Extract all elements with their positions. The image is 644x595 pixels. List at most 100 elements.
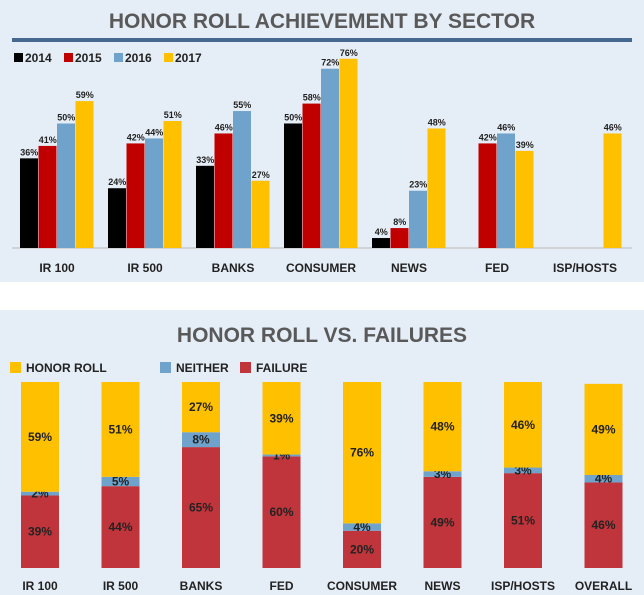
x-tick-label: IR 500 xyxy=(103,579,139,593)
data-label: 59% xyxy=(76,90,94,100)
bar-segment xyxy=(504,382,542,468)
bar xyxy=(251,180,270,248)
data-label: 44% xyxy=(145,127,163,137)
legend-label: HONOR ROLL xyxy=(26,361,107,375)
data-label: 44% xyxy=(108,520,132,534)
data-label: 58% xyxy=(303,93,321,103)
bar-segment xyxy=(504,467,542,474)
bar xyxy=(75,101,94,248)
bar xyxy=(302,103,321,248)
bar-segment xyxy=(584,383,623,475)
x-tick-label: ISP/HOSTS xyxy=(491,579,555,593)
bar xyxy=(57,123,75,248)
x-tick-label: ISP/HOSTS xyxy=(553,261,617,275)
data-label: 46% xyxy=(497,122,515,132)
bar xyxy=(321,68,339,248)
legend-swatch xyxy=(64,53,73,62)
data-label: 60% xyxy=(269,505,293,519)
data-label: 76% xyxy=(350,446,374,460)
data-label: 51% xyxy=(108,422,132,436)
bar-segment xyxy=(101,476,140,487)
bar xyxy=(214,133,233,248)
data-label: 46% xyxy=(215,122,233,132)
data-label: 24% xyxy=(108,177,126,187)
data-label: 39% xyxy=(269,411,293,425)
legend-label: 2016 xyxy=(125,51,152,65)
sector-bar-chart: 2014 2015 2016 2017 36%41% 50% 59% IR 100 24% 42%… xyxy=(12,48,632,275)
data-label: 48% xyxy=(430,420,454,434)
data-label: 46% xyxy=(604,122,622,132)
bar-segment xyxy=(343,523,381,531)
data-label: 42% xyxy=(127,132,145,142)
x-tick-label: OVERALL xyxy=(575,579,632,593)
bar xyxy=(196,165,214,248)
bar xyxy=(427,128,446,248)
legend-swatch xyxy=(164,53,173,62)
legend-label: 2015 xyxy=(75,51,102,65)
data-label: 50% xyxy=(284,113,302,123)
bar xyxy=(478,143,497,248)
x-tick-label: FED xyxy=(485,261,509,275)
legend-swatch xyxy=(240,362,251,373)
data-label: 39% xyxy=(516,140,534,150)
bar-segment xyxy=(262,382,301,455)
data-label: 4% xyxy=(595,472,613,486)
bar-segment xyxy=(343,530,381,568)
legend-label: FAILURE xyxy=(256,361,307,375)
bar xyxy=(515,150,534,248)
data-label: 48% xyxy=(428,117,446,127)
bar-segment xyxy=(343,382,381,524)
bar-segment xyxy=(101,486,140,568)
data-label: 23% xyxy=(409,180,427,190)
data-label: 51% xyxy=(164,110,182,120)
legend-swatch xyxy=(14,53,23,62)
data-label: 49% xyxy=(591,422,615,436)
x-tick-label: NEWS xyxy=(425,579,461,593)
bar-segment xyxy=(584,482,623,568)
x-tick-label: CONSUMER xyxy=(286,261,356,275)
bar-segment xyxy=(101,382,140,477)
data-label: 46% xyxy=(591,518,615,532)
data-label: 5% xyxy=(112,475,130,489)
data-label: 49% xyxy=(430,515,454,529)
bar xyxy=(145,138,163,248)
bar xyxy=(603,133,622,248)
x-tick-label: IR 100 xyxy=(22,579,58,593)
sector-chart-panel: HONOR ROLL ACHIEVEMENT BY SECTOR 2014 201… xyxy=(0,0,644,282)
data-label: 36% xyxy=(20,147,38,157)
bar-segment xyxy=(584,475,623,483)
bar-segment xyxy=(262,456,301,568)
x-tick-label: CONSUMER xyxy=(327,579,397,593)
data-label: 39% xyxy=(28,525,52,539)
data-label: 33% xyxy=(196,155,214,165)
x-tick-label: IR 500 xyxy=(127,261,163,275)
bar xyxy=(38,145,57,248)
legend-swatch xyxy=(114,53,123,62)
bar-segment xyxy=(21,382,59,492)
x-tick-label: BANKS xyxy=(180,579,223,593)
x-tick-label: BANKS xyxy=(212,261,255,275)
chart-title: HONOR ROLL VS. FAILURES xyxy=(176,324,468,347)
bar-segment xyxy=(423,382,462,472)
bar xyxy=(233,111,251,248)
bar xyxy=(108,188,126,248)
bar-segment xyxy=(423,471,462,477)
data-label: 8% xyxy=(393,217,406,227)
data-label: 50% xyxy=(57,113,75,123)
bar xyxy=(284,123,302,248)
data-label: 27% xyxy=(252,170,270,180)
data-label: 65% xyxy=(189,501,213,515)
legend-swatch xyxy=(10,362,21,373)
data-label: 42% xyxy=(479,132,497,142)
data-label: 46% xyxy=(511,418,535,432)
bar-segment xyxy=(504,473,542,568)
legend-label: NEITHER xyxy=(176,361,229,375)
x-tick-label: FED xyxy=(270,579,294,593)
bar-segment xyxy=(182,432,220,448)
bar-segment xyxy=(21,491,59,496)
bar-segment xyxy=(182,382,220,433)
title-underline xyxy=(12,38,632,42)
data-label: 51% xyxy=(511,514,535,528)
bar xyxy=(497,133,515,248)
